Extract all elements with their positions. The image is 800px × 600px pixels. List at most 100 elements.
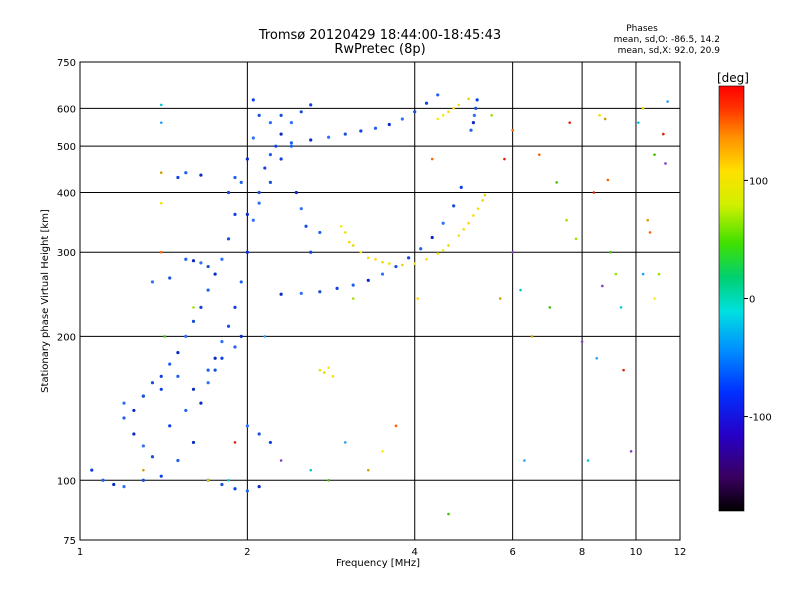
data-point [112,482,116,487]
x-axis-label: Frequency [MHz] [336,558,420,569]
data-point [268,121,272,125]
data-point [474,106,478,110]
data-point [565,218,568,222]
data-point [159,201,163,205]
data-point [191,440,196,445]
data-point [331,375,335,378]
x-tick-label: 10 [630,547,643,558]
data-point [90,468,94,472]
data-point [309,468,313,472]
data-point [653,153,656,156]
data-point [206,478,210,482]
data-point [245,250,249,254]
data-point [366,256,370,260]
data-point [318,290,322,294]
x-tick-label: 1 [77,547,83,558]
data-point [619,306,623,309]
data-point [233,305,237,309]
data-point [662,132,665,136]
stats-line-o: mean, sd,O: -86.5, 14.2 [614,35,720,45]
data-point [424,101,429,105]
data-point [206,288,210,292]
data-point [483,193,487,197]
data-point [268,153,272,157]
data-point [226,324,231,328]
data-point [279,292,283,296]
data-point [199,305,203,309]
data-point [279,113,283,117]
data-point [168,276,172,280]
data-point [490,114,493,117]
data-point [413,262,417,265]
data-point [413,110,417,114]
data-point [327,366,330,369]
data-point [257,432,261,436]
data-point [159,250,163,254]
data-point [641,107,645,110]
data-point [289,141,293,145]
data-point [441,248,445,252]
data-point [176,374,180,378]
data-point [609,250,612,254]
data-point [245,489,249,493]
data-point [239,280,243,284]
data-point [132,408,136,413]
data-point [472,113,476,117]
colorbar-tick-label: -100 [749,413,772,424]
data-point [192,306,195,309]
y-tick-label: 750 [57,58,76,69]
data-point [289,121,293,125]
data-point [274,144,278,148]
data-point [199,261,203,265]
data-point [184,171,188,175]
data-point [322,371,326,374]
data-point [233,212,237,216]
data-point [168,362,172,366]
data-point [159,474,163,478]
data-point [233,441,237,444]
data-point [159,171,163,175]
data-point [206,264,210,269]
data-point [380,272,385,276]
data-point [436,93,440,97]
y-tick-label: 500 [57,142,76,153]
data-point [441,221,445,225]
data-point [335,286,339,291]
data-point [452,107,455,110]
data-point [184,257,188,261]
data-point [394,424,398,428]
data-point [447,110,450,114]
data-point [430,235,434,240]
data-point [351,244,355,247]
data-point [347,240,351,244]
colorbar-label: [deg] [717,71,749,85]
data-point [343,132,347,136]
data-point [213,368,217,372]
data-point [457,103,461,107]
data-point [648,231,652,234]
data-point [387,122,391,127]
data-point [359,129,363,133]
data-point [603,117,607,121]
data-point [387,262,391,265]
data-point [475,98,479,102]
data-point [268,180,272,184]
chart-title: Tromsø 20120429 18:44:00-18:45:43 [258,28,501,43]
data-point [199,173,203,177]
grid-lines [80,62,680,540]
data-point [184,408,188,413]
data-point [637,121,640,124]
data-point [327,478,330,482]
data-point [233,345,237,349]
chart-subtitle: RwPretec (8p) [334,42,425,57]
data-point [511,250,514,254]
data-point [122,401,126,405]
data-point [343,231,347,234]
data-point [141,478,145,482]
data-point [268,440,272,445]
data-point [245,212,249,216]
data-point [430,157,434,161]
data-point [159,121,163,124]
data-point [530,335,534,338]
